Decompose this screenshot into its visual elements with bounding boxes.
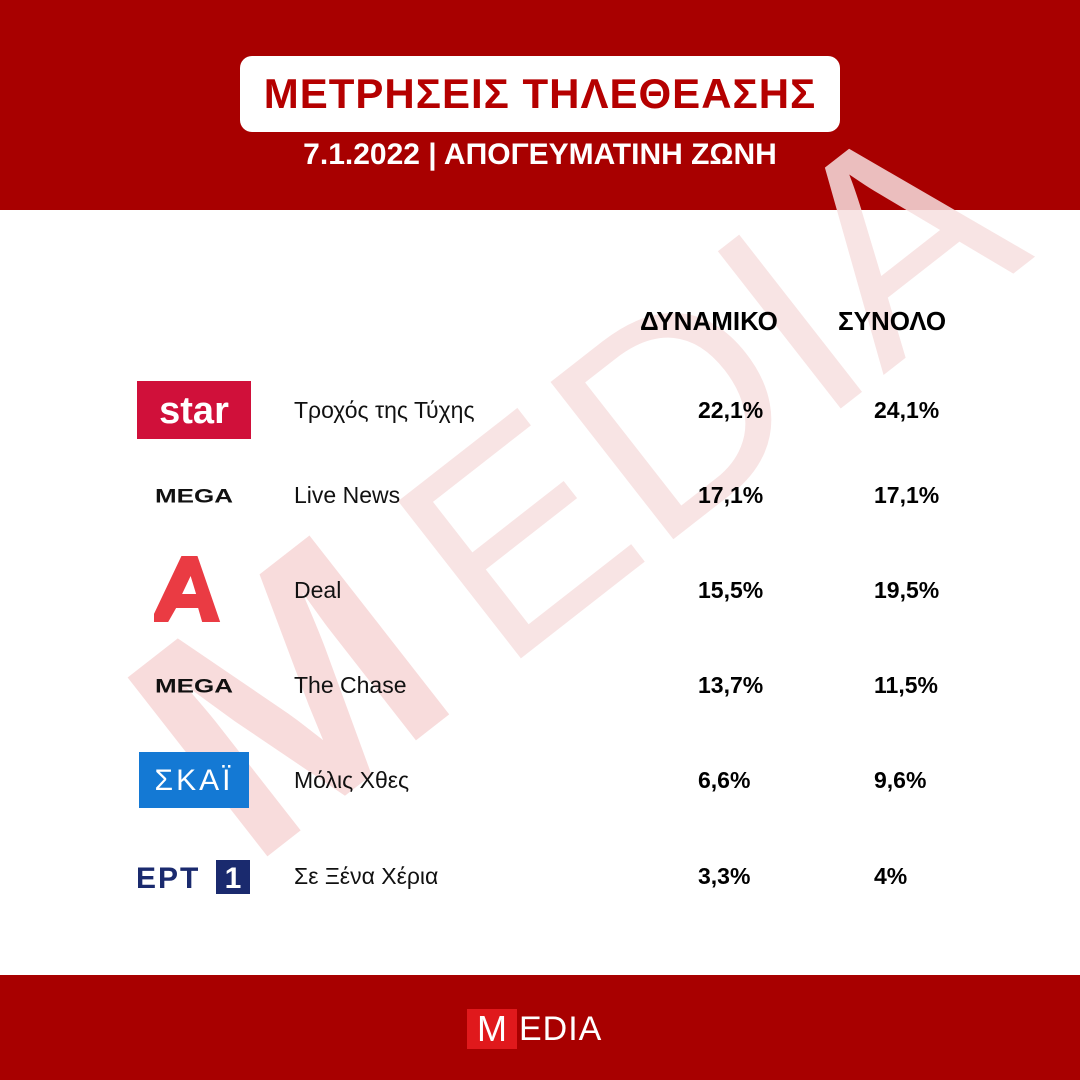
total-share: 4% (874, 863, 908, 889)
footer-banner: M EDIA (0, 975, 1080, 1080)
svg-text:ΕΡΤ: ΕΡΤ (136, 862, 200, 894)
table-row: Deal 15,5% 19,5% (0, 550, 1080, 630)
header-banner: ΜΕΤΡΗΣΕΙΣ ΤΗΛΕΘΕΑΣΗΣ 7.1.2022 | ΑΠΟΓΕΥΜΑ… (0, 0, 1080, 210)
table-row: MEGA The Chase 13,7% 11,5% (0, 645, 1080, 725)
svg-text:star: star (159, 390, 229, 432)
column-header-dynamic: ΔΥΝΑΜΙΚΟ (640, 306, 778, 336)
dynamic-share: 22,1% (698, 397, 764, 423)
table-row: ΕΡΤ 1 Σε Ξένα Χέρια 3,3% 4% (0, 836, 1080, 916)
show-name: The Chase (294, 672, 407, 698)
media-logo-text: EDIA (519, 1010, 603, 1048)
media-logo-m: M (467, 1009, 517, 1049)
show-name: Τροχός της Τύχης (294, 397, 475, 423)
mega-logo-icon: MEGA (130, 455, 258, 535)
dynamic-share: 13,7% (698, 672, 764, 698)
dynamic-share: 3,3% (698, 863, 751, 889)
total-share: 9,6% (874, 767, 927, 793)
total-share: 24,1% (874, 397, 940, 423)
svg-text:MEGA: MEGA (155, 675, 233, 697)
table-row: star Τροχός της Τύχης 22,1% 24,1% (0, 370, 1080, 450)
column-header-total: ΣΥΝΟΛΟ (838, 306, 947, 336)
show-name: Μόλις Χθες (294, 767, 410, 793)
page-title: ΜΕΤΡΗΣΕΙΣ ΤΗΛΕΘΕΑΣΗΣ (263, 70, 817, 117)
skai-logo-icon: ΣΚΑΪ (130, 740, 258, 820)
total-share: 11,5% (874, 672, 938, 698)
svg-text:MEGA: MEGA (155, 485, 233, 507)
media-logo: M EDIA (467, 1009, 602, 1049)
ert1-logo-icon: ΕΡΤ 1 (130, 836, 258, 916)
show-name: Live News (294, 482, 401, 508)
table-row: ΣΚΑΪ Μόλις Χθες 6,6% 9,6% (0, 740, 1080, 820)
show-name: Deal (294, 577, 342, 603)
alpha-logo-icon (130, 550, 258, 630)
svg-text:ΣΚΑΪ: ΣΚΑΪ (155, 764, 234, 797)
total-share: 19,5% (874, 577, 940, 603)
show-name: Σε Ξένα Χέρια (294, 863, 439, 889)
total-share: 17,1% (874, 482, 940, 508)
mega-logo-icon: MEGA (130, 645, 258, 725)
star-logo-icon: star (130, 370, 258, 450)
dynamic-share: 6,6% (698, 767, 751, 793)
table-row: MEGA Live News 17,1% 17,1% (0, 455, 1080, 535)
dynamic-share: 17,1% (698, 482, 764, 508)
dynamic-share: 15,5% (698, 577, 764, 603)
title-box: ΜΕΤΡΗΣΕΙΣ ΤΗΛΕΘΕΑΣΗΣ (240, 56, 840, 132)
svg-text:1: 1 (225, 862, 242, 894)
page-subtitle: 7.1.2022 | ΑΠΟΓΕΥΜΑΤΙΝΗ ΖΩΝΗ (303, 138, 777, 171)
